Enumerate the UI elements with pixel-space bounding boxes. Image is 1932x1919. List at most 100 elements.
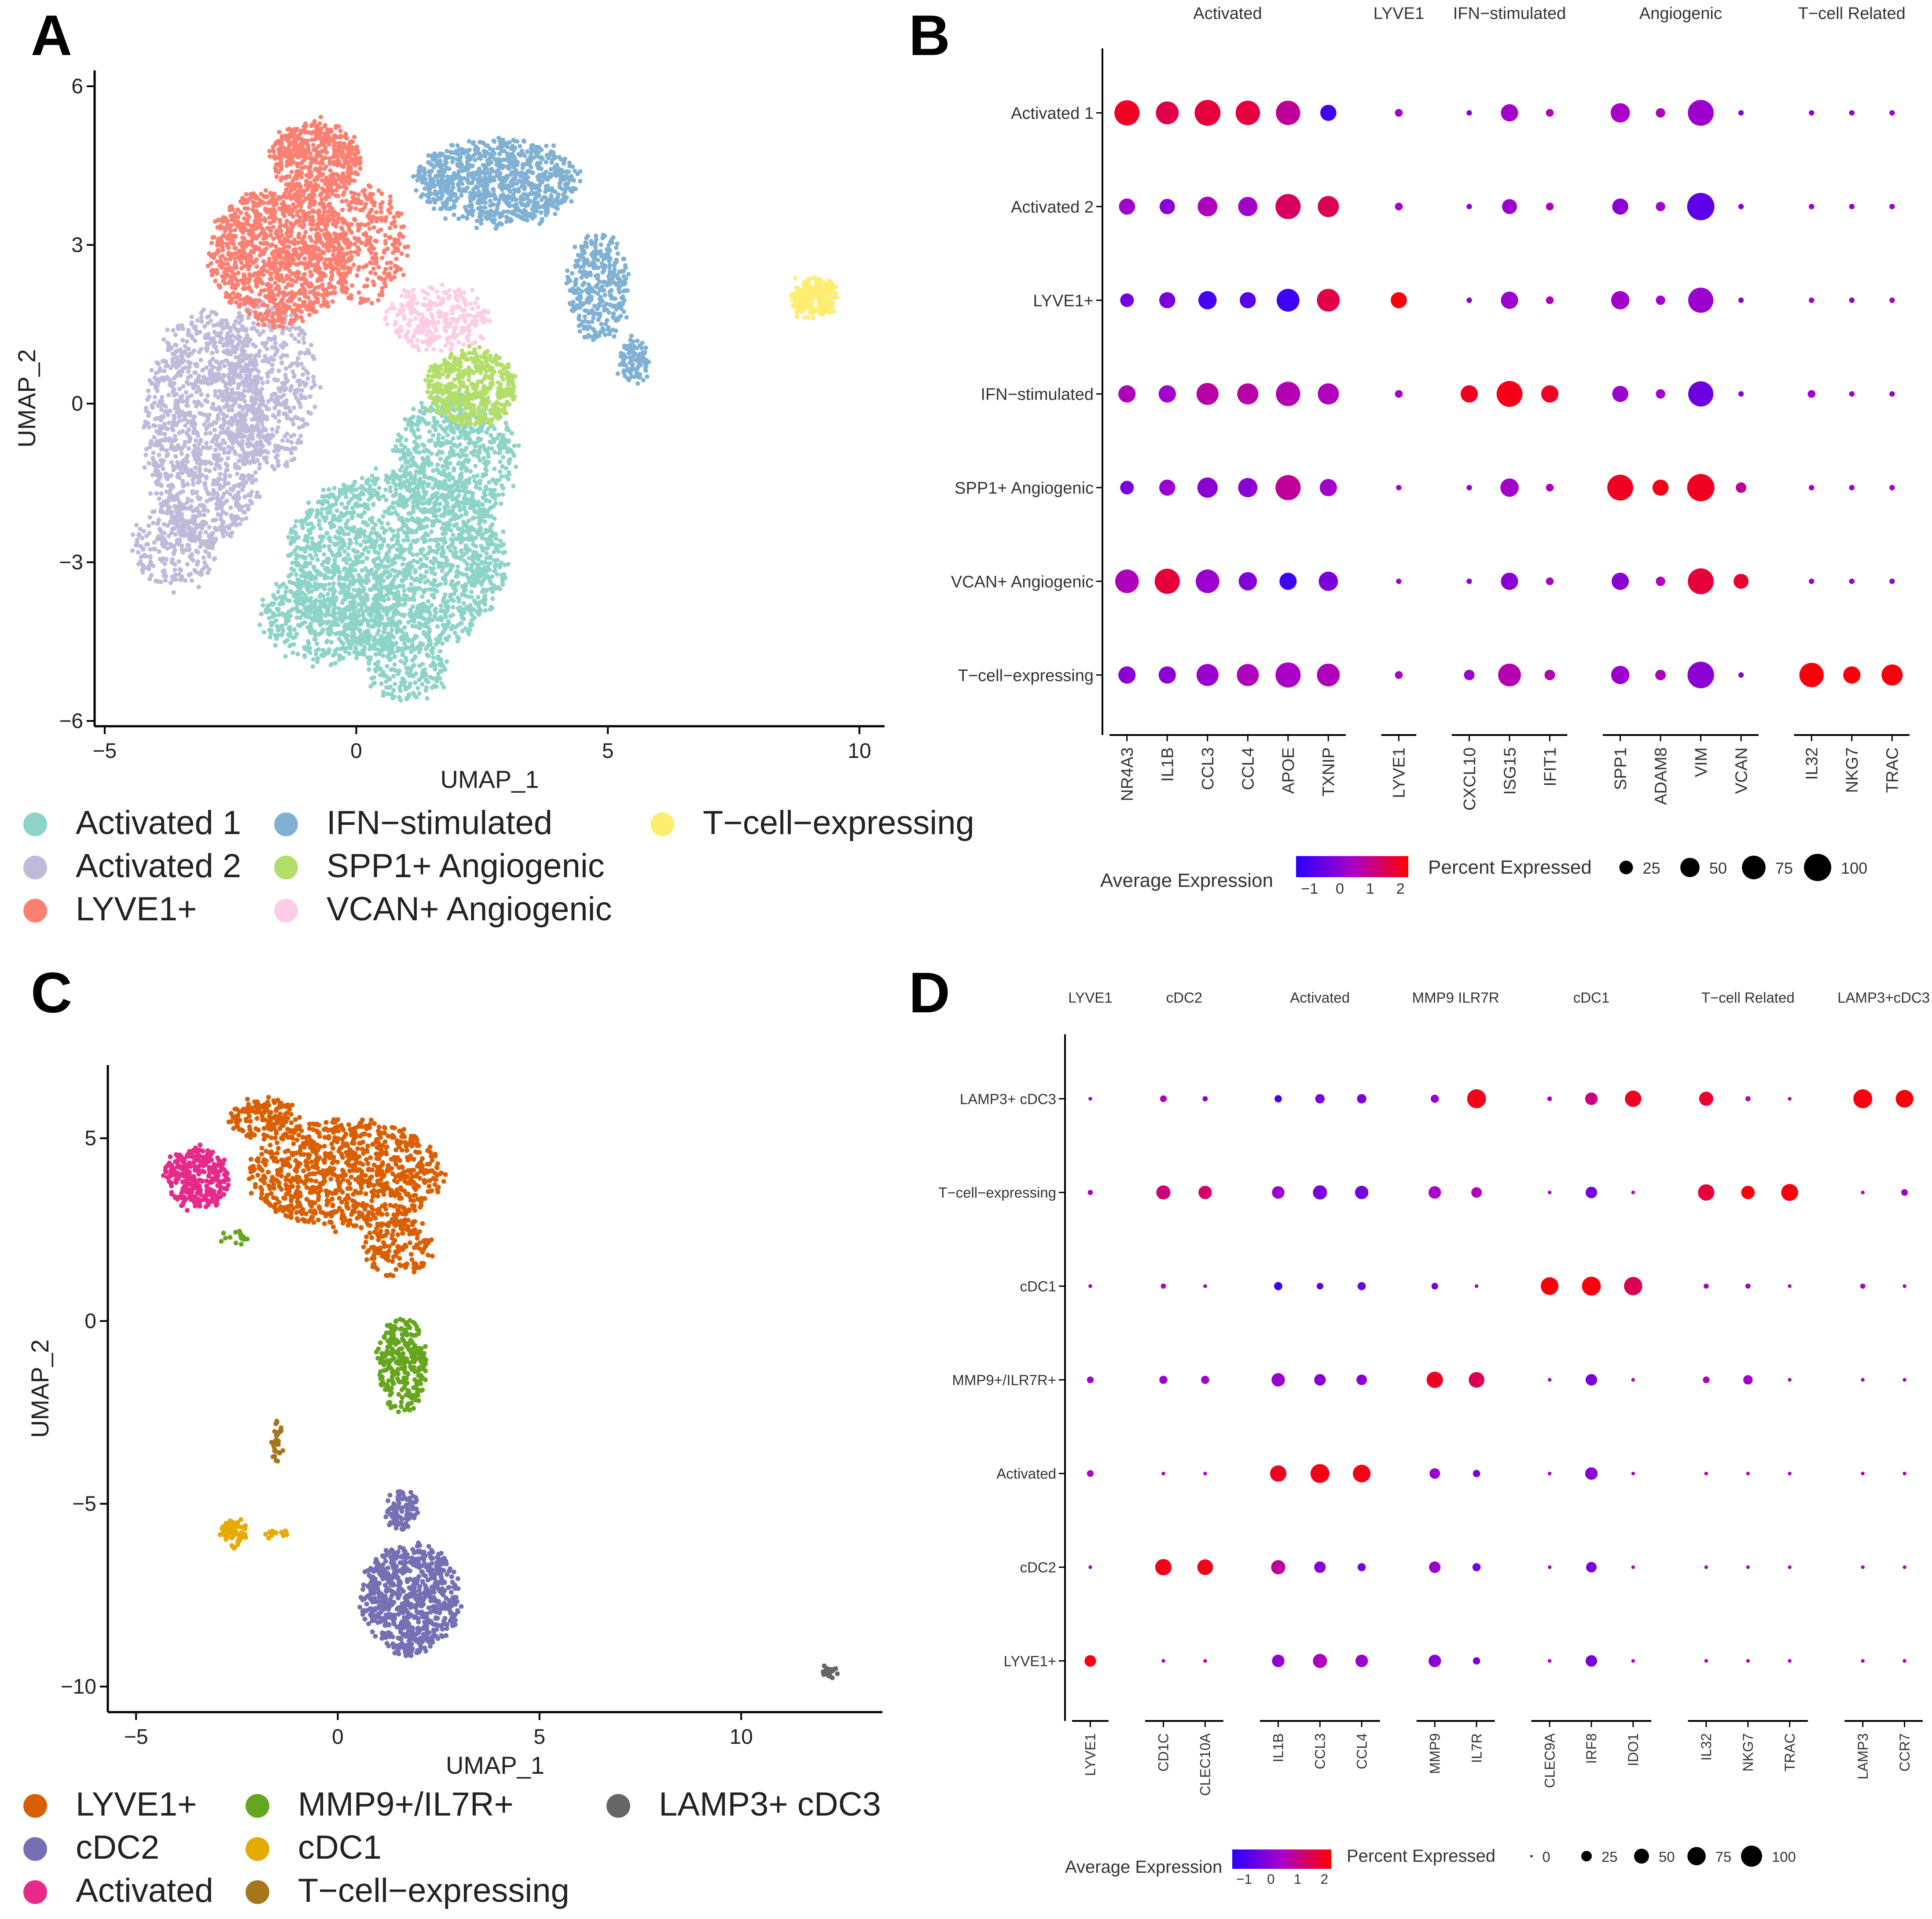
umap-point bbox=[185, 459, 190, 464]
umap-point bbox=[370, 526, 375, 531]
umap-point bbox=[356, 602, 362, 607]
umap-point bbox=[246, 451, 251, 456]
umap-point bbox=[438, 484, 443, 489]
umap-point bbox=[450, 624, 455, 629]
umap-point bbox=[364, 556, 369, 561]
umap-point bbox=[191, 478, 195, 483]
umap-point bbox=[327, 535, 332, 540]
umap-point bbox=[419, 674, 424, 679]
umap-point bbox=[193, 422, 198, 427]
umap-point bbox=[422, 617, 427, 621]
umap-point bbox=[411, 460, 416, 464]
umap-point bbox=[441, 435, 445, 440]
umap-point bbox=[236, 496, 241, 501]
umap-point bbox=[320, 627, 325, 632]
umap-point bbox=[326, 487, 331, 492]
umap-point bbox=[315, 569, 320, 573]
umap-point bbox=[203, 333, 208, 338]
umap-point bbox=[330, 596, 335, 601]
umap-point bbox=[488, 487, 493, 493]
umap-point bbox=[194, 548, 199, 553]
umap-point bbox=[444, 555, 448, 560]
umap-point bbox=[399, 442, 404, 447]
umap-point bbox=[215, 493, 220, 497]
umap-point bbox=[148, 491, 153, 496]
umap-point bbox=[415, 526, 421, 531]
umap-point bbox=[439, 681, 444, 686]
umap-point bbox=[446, 484, 451, 489]
umap-point bbox=[255, 423, 260, 427]
umap-point bbox=[422, 468, 426, 473]
umap-point bbox=[483, 608, 488, 613]
umap-point bbox=[423, 531, 428, 536]
umap-point bbox=[238, 357, 242, 363]
umap-point bbox=[398, 570, 403, 575]
umap-point bbox=[335, 631, 340, 636]
umap-point bbox=[151, 450, 156, 455]
umap-point bbox=[336, 494, 341, 500]
umap-point bbox=[294, 572, 299, 577]
umap-point bbox=[204, 441, 209, 445]
umap-point bbox=[154, 463, 159, 468]
umap-point bbox=[288, 530, 293, 535]
umap-point bbox=[507, 470, 511, 475]
umap-point bbox=[498, 460, 503, 464]
umap-point bbox=[484, 588, 489, 592]
umap-point bbox=[475, 566, 480, 571]
umap-point bbox=[233, 401, 238, 405]
umap-point bbox=[398, 544, 403, 549]
umap-point bbox=[489, 491, 494, 496]
umap-point bbox=[456, 596, 461, 601]
umap-point bbox=[303, 593, 308, 598]
umap-point bbox=[299, 361, 304, 366]
umap-point bbox=[290, 581, 295, 585]
umap-point bbox=[410, 615, 415, 620]
umap-point bbox=[473, 535, 478, 540]
umap-point bbox=[358, 543, 363, 548]
umap-point bbox=[305, 522, 310, 527]
umap-point bbox=[429, 529, 434, 534]
umap-point bbox=[408, 550, 412, 555]
umap-point bbox=[195, 480, 200, 485]
umap-point bbox=[337, 636, 342, 641]
umap-point bbox=[300, 388, 305, 393]
umap-point bbox=[410, 658, 415, 663]
umap-point bbox=[298, 351, 302, 356]
umap-point bbox=[437, 649, 443, 654]
umap-point bbox=[239, 348, 245, 353]
umap-point bbox=[356, 528, 361, 533]
umap-point bbox=[401, 556, 406, 562]
umap-point bbox=[303, 599, 308, 604]
umap-point bbox=[392, 473, 397, 478]
umap-point bbox=[430, 485, 435, 491]
umap-point bbox=[371, 646, 376, 651]
umap-point bbox=[283, 590, 288, 595]
umap-point bbox=[173, 454, 178, 459]
umap-point bbox=[207, 336, 212, 341]
umap-point bbox=[359, 621, 364, 626]
umap-point bbox=[354, 613, 359, 618]
umap-point bbox=[366, 549, 371, 555]
umap-point bbox=[277, 612, 282, 617]
umap-point bbox=[403, 597, 408, 602]
umap-point bbox=[410, 642, 415, 647]
umap-point bbox=[411, 429, 416, 434]
umap-point bbox=[368, 613, 373, 618]
umap-point bbox=[396, 540, 400, 546]
umap-point bbox=[274, 429, 279, 434]
umap-point bbox=[397, 601, 401, 606]
umap-point bbox=[346, 545, 351, 551]
umap-point bbox=[395, 532, 400, 537]
umap-point bbox=[490, 541, 495, 546]
umap-point bbox=[295, 356, 301, 361]
umap-point bbox=[266, 360, 271, 364]
umap-point bbox=[464, 445, 469, 451]
umap-point bbox=[417, 471, 422, 475]
umap-point bbox=[431, 592, 436, 597]
umap-point bbox=[398, 584, 403, 589]
umap-point bbox=[489, 529, 494, 534]
umap-point bbox=[288, 631, 293, 636]
umap-point bbox=[238, 375, 243, 380]
umap-point bbox=[440, 544, 445, 550]
umap-point bbox=[413, 540, 418, 544]
